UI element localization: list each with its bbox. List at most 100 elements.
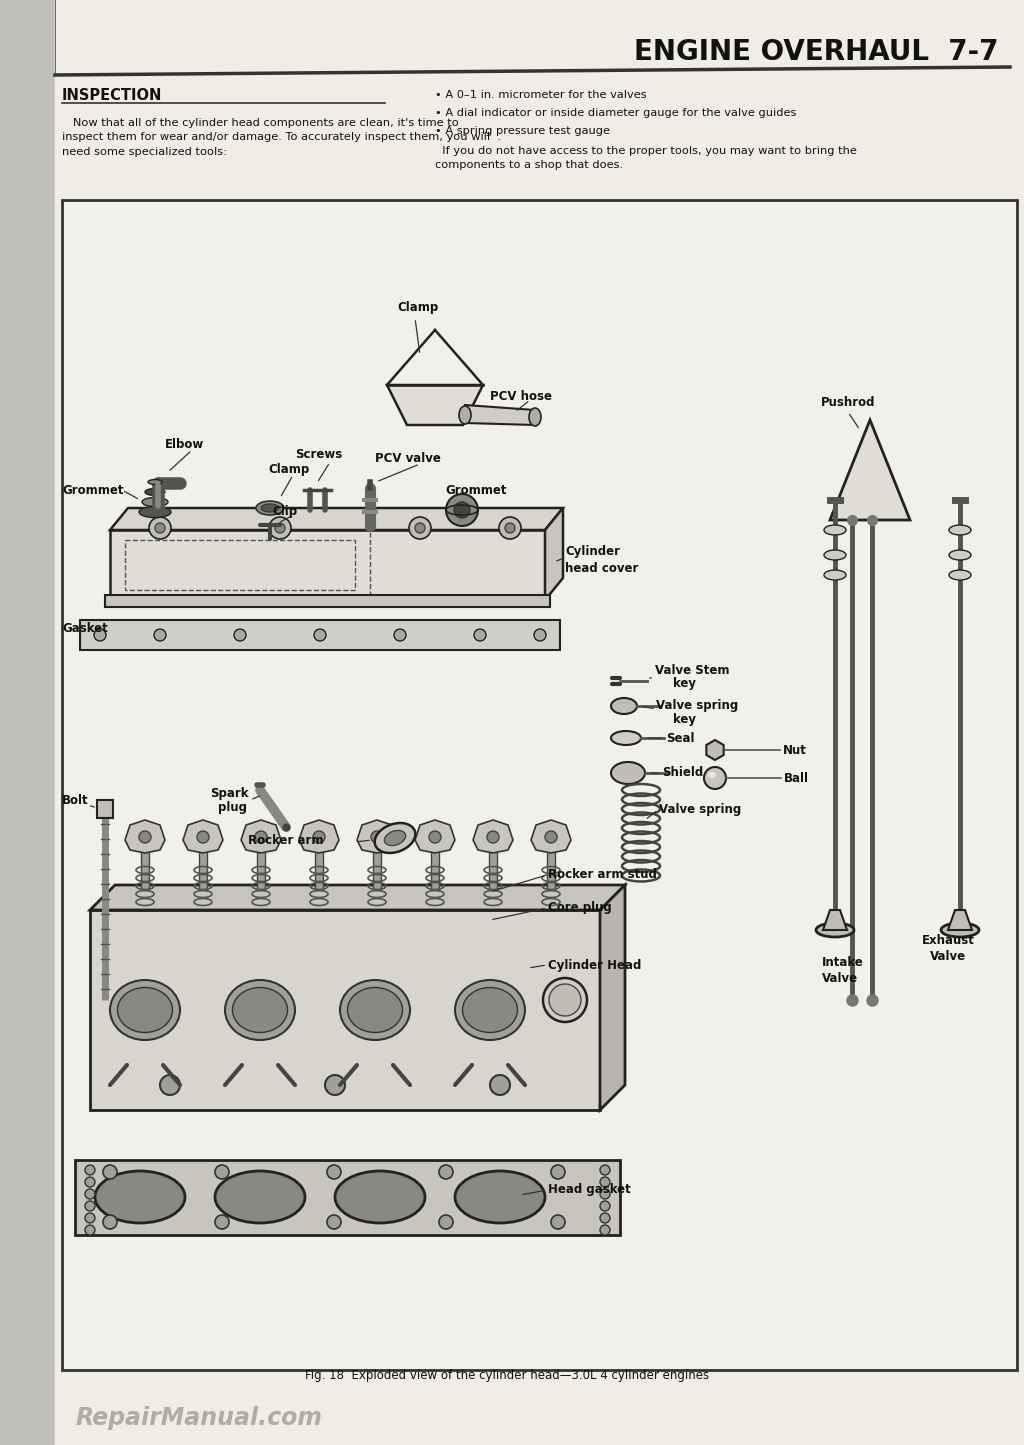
Ellipse shape (142, 497, 168, 507)
Text: plug: plug (218, 802, 247, 815)
Ellipse shape (824, 551, 846, 561)
Circle shape (85, 1165, 95, 1175)
Polygon shape (600, 884, 625, 1110)
Text: Gasket: Gasket (62, 621, 108, 634)
Circle shape (600, 1225, 610, 1235)
Text: Shield: Shield (662, 766, 703, 779)
Bar (75, 1160, 620, 1235)
Polygon shape (90, 884, 625, 910)
Text: key: key (673, 678, 696, 691)
Ellipse shape (118, 987, 172, 1033)
Ellipse shape (197, 822, 209, 828)
Circle shape (275, 523, 285, 533)
Text: • A dial indicator or inside diameter gauge for the valve guides: • A dial indicator or inside diameter ga… (435, 108, 797, 118)
Bar (90, 910, 600, 1110)
Ellipse shape (545, 822, 557, 828)
Polygon shape (948, 910, 972, 931)
Text: Grommet: Grommet (62, 484, 124, 497)
Text: Core plug: Core plug (548, 902, 611, 915)
Ellipse shape (139, 822, 151, 828)
Polygon shape (299, 819, 339, 853)
Circle shape (487, 831, 499, 842)
Polygon shape (125, 819, 165, 853)
Circle shape (160, 1075, 180, 1095)
Polygon shape (415, 819, 455, 853)
Polygon shape (707, 740, 724, 760)
Circle shape (215, 1165, 229, 1179)
Ellipse shape (708, 772, 716, 777)
Text: RepairManual.com: RepairManual.com (75, 1406, 322, 1431)
Ellipse shape (232, 987, 288, 1033)
Ellipse shape (215, 1170, 305, 1222)
Text: Intake: Intake (822, 955, 864, 968)
Text: Head gasket: Head gasket (548, 1183, 631, 1196)
Polygon shape (241, 819, 281, 853)
Bar (257, 825, 265, 890)
Circle shape (454, 501, 470, 517)
Text: Cylinder Head: Cylinder Head (548, 958, 641, 971)
Circle shape (313, 831, 325, 842)
Circle shape (409, 517, 431, 539)
Ellipse shape (941, 923, 979, 936)
Circle shape (543, 978, 587, 1022)
Ellipse shape (949, 551, 971, 561)
Circle shape (215, 1215, 229, 1230)
Text: Pushrod: Pushrod (821, 396, 876, 409)
Circle shape (85, 1212, 95, 1222)
Ellipse shape (95, 1170, 185, 1222)
Circle shape (85, 1189, 95, 1199)
Ellipse shape (261, 504, 279, 512)
Circle shape (314, 629, 326, 642)
Circle shape (234, 629, 246, 642)
Ellipse shape (455, 1170, 545, 1222)
Bar (80, 620, 560, 650)
Ellipse shape (459, 406, 471, 423)
Circle shape (474, 629, 486, 642)
Circle shape (439, 1215, 453, 1230)
Ellipse shape (340, 980, 410, 1040)
Ellipse shape (110, 980, 180, 1040)
Ellipse shape (148, 480, 162, 484)
Text: Valve spring: Valve spring (656, 698, 738, 711)
Ellipse shape (463, 987, 517, 1033)
Bar (125, 540, 355, 590)
FancyBboxPatch shape (110, 530, 545, 600)
Text: Elbow: Elbow (165, 438, 204, 451)
Circle shape (705, 767, 726, 789)
Circle shape (600, 1201, 610, 1211)
Bar (97, 801, 113, 818)
Text: ENGINE OVERHAUL  7-7: ENGINE OVERHAUL 7-7 (634, 38, 998, 66)
Polygon shape (823, 910, 847, 931)
Ellipse shape (347, 987, 402, 1033)
Ellipse shape (335, 1170, 425, 1222)
Ellipse shape (611, 698, 637, 714)
Bar (431, 825, 439, 890)
Circle shape (139, 831, 151, 842)
Bar (0, 0, 40, 1445)
Circle shape (446, 494, 478, 526)
Ellipse shape (371, 822, 383, 828)
Bar (62, 199, 1017, 1370)
Bar (0, 0, 15, 1445)
Circle shape (551, 1165, 565, 1179)
Ellipse shape (529, 407, 541, 426)
Circle shape (94, 629, 106, 642)
Circle shape (600, 1189, 610, 1199)
Text: Valve Stem: Valve Stem (655, 663, 729, 676)
Ellipse shape (313, 822, 325, 828)
Text: Valve: Valve (930, 949, 966, 962)
Text: PCV hose: PCV hose (490, 390, 552, 403)
Text: Screws: Screws (295, 448, 342, 461)
Ellipse shape (824, 569, 846, 579)
Ellipse shape (255, 822, 267, 828)
Circle shape (439, 1165, 453, 1179)
Polygon shape (357, 819, 397, 853)
Text: Exhaust: Exhaust (922, 933, 975, 946)
Ellipse shape (949, 569, 971, 579)
Ellipse shape (256, 501, 284, 514)
Polygon shape (0, 0, 55, 1445)
Circle shape (534, 629, 546, 642)
Ellipse shape (487, 822, 499, 828)
Text: Grommet: Grommet (445, 484, 507, 497)
Circle shape (600, 1212, 610, 1222)
